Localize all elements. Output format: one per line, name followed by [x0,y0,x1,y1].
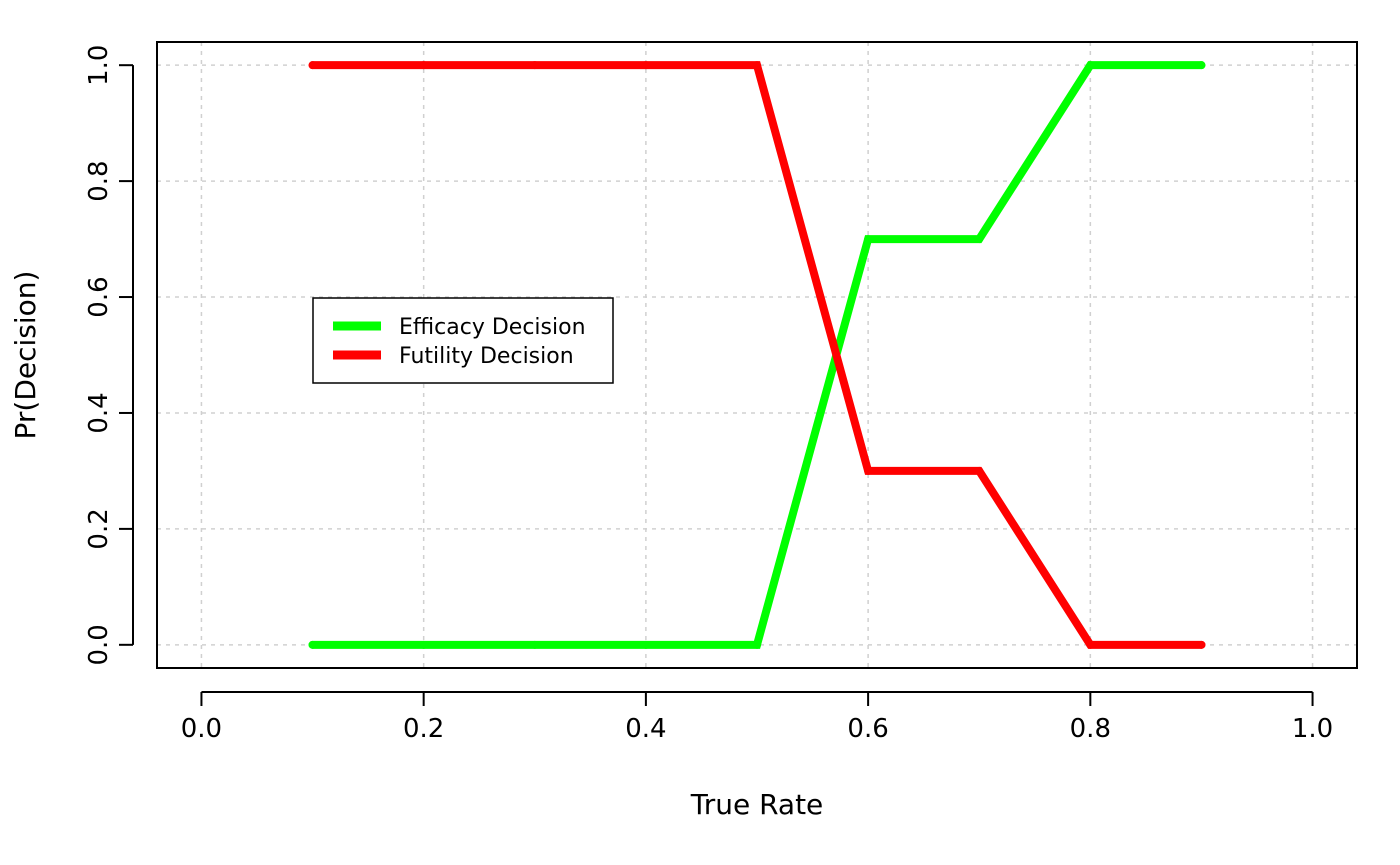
data-point-futility-decision [308,61,317,70]
data-point-futility-decision [975,466,984,475]
data-point-efficacy-decision [753,640,761,649]
data-point-futility-decision [530,61,539,70]
x-tick-label: 0.8 [1070,714,1111,744]
x-tick-label: 0.6 [847,714,888,744]
legend: Efficacy Decision Futility Decision [312,297,614,384]
x-axis-title: True Rate [690,788,824,821]
x-tick-label: 0.4 [625,714,666,744]
y-tick-label: 0.6 [84,276,114,317]
y-tick-label: 0.4 [84,392,114,433]
data-point-efficacy-decision [1086,61,1095,70]
y-axis: 0.0 0.2 0.4 0.6 0.8 1.0 [84,45,134,665]
data-point-efficacy-decision [308,640,317,649]
data-point-futility-decision [864,466,873,475]
data-point-futility-decision [753,61,761,70]
y-tick-label: 0.2 [84,508,114,549]
y-tick-label: 0.0 [84,624,114,665]
legend-box [312,297,614,384]
data-point-efficacy-decision [975,235,984,244]
data-point-futility-decision [641,61,650,70]
data-point-efficacy-decision [419,640,428,649]
y-tick-label: 0.8 [84,160,114,201]
legend-label-efficacy: Efficacy Decision [399,315,586,340]
x-axis: 0.0 0.2 0.4 0.6 0.8 1.0 [181,691,1333,744]
data-point-futility-decision [1086,640,1095,649]
legend-label-futility: Futility Decision [399,344,574,369]
data-point-futility-decision [1197,640,1206,649]
x-tick-label: 0.2 [403,714,444,744]
y-axis-title: Pr(Decision) [9,271,42,440]
plot-area-border [156,41,1358,669]
y-tick-label: 1.0 [84,45,114,86]
data-point-efficacy-decision [641,640,650,649]
x-tick-label: 0.0 [181,714,222,744]
x-tick-label: 1.0 [1292,714,1333,744]
data-point-efficacy-decision [530,640,539,649]
series-layer [308,61,1206,649]
data-point-futility-decision [419,61,428,70]
data-point-efficacy-decision [1197,61,1206,70]
data-point-efficacy-decision [864,235,873,244]
